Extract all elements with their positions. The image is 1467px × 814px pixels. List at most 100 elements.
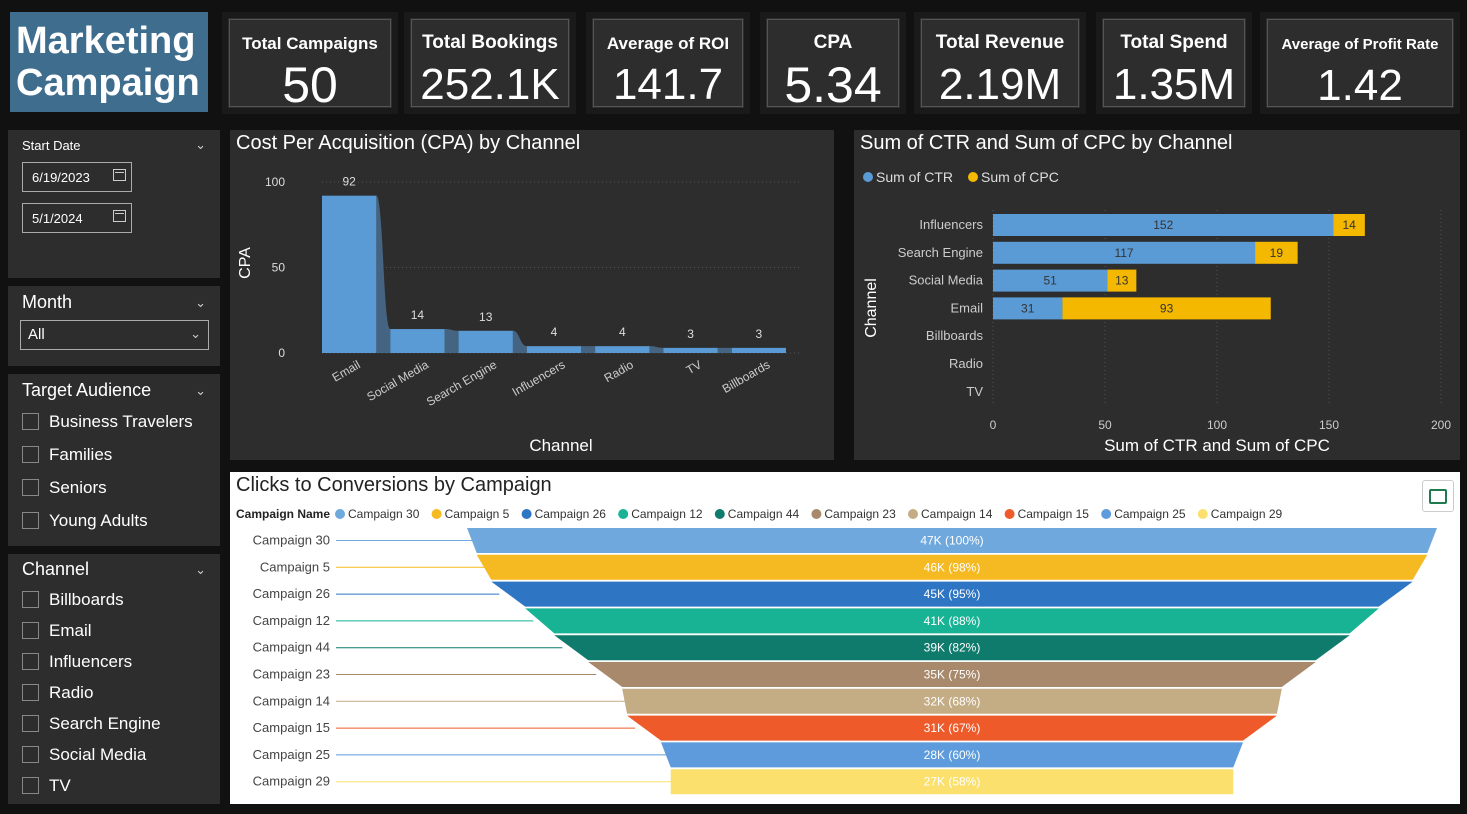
cpa-bar	[322, 195, 377, 353]
legend-label: Campaign 26	[535, 507, 607, 521]
y-tick-label: Radio	[949, 356, 983, 371]
funnel-bar	[670, 769, 1234, 795]
target-audience-label: Target Audience	[22, 380, 152, 400]
funnel-bar	[525, 608, 1379, 634]
channel-option[interactable]: Influencers	[8, 646, 220, 677]
chevron-down-icon: ⌄	[190, 326, 201, 341]
legend-marker	[1004, 509, 1015, 519]
start-date-slicer: Start Date ⌄ 6/19/2023 5/1/2024	[8, 130, 220, 278]
funnel-category-label: Campaign 30	[253, 533, 330, 548]
data-label: 92	[342, 175, 356, 189]
ctr-bar	[993, 241, 1256, 264]
bar-connector	[444, 329, 459, 353]
checkbox[interactable]	[22, 653, 39, 670]
funnel-category-label: Campaign 12	[253, 613, 330, 628]
cpa-bar	[663, 347, 718, 353]
focus-mode-button[interactable]	[1422, 480, 1454, 512]
x-axis-title: Channel	[529, 436, 592, 455]
channel-option[interactable]: Radio	[8, 677, 220, 708]
chevron-down-icon[interactable]: ⌄	[195, 294, 206, 310]
funnel-value-label: 41K (88%)	[924, 614, 981, 628]
kpi-value: 2.19M	[938, 60, 1062, 109]
kpi-label: Average of Profit Rate	[1281, 36, 1439, 53]
channel-option[interactable]: Search Engine	[8, 708, 220, 739]
checkbox[interactable]	[22, 479, 39, 496]
funnel-category-label: Campaign 5	[260, 559, 330, 574]
x-axis-title: Sum of CTR and Sum of CPC	[1104, 436, 1330, 455]
legend: Sum of CTR Sum of CPC	[863, 169, 1059, 185]
funnel-category-label: Campaign 25	[253, 747, 330, 762]
cpc-bar	[1333, 214, 1365, 236]
cpa-bar	[731, 347, 786, 353]
funnel-bar	[467, 528, 1437, 553]
bar-connector	[512, 330, 527, 353]
checkbox[interactable]	[22, 715, 39, 732]
bar-connector	[376, 195, 391, 353]
ctr-bar	[993, 269, 1108, 292]
channel-header[interactable]: Channel ⌄	[8, 554, 220, 584]
kpi-value: 50	[282, 57, 338, 113]
checkbox[interactable]	[22, 684, 39, 701]
comment-icon	[1429, 488, 1447, 504]
funnel-value-label: 27K (58%)	[924, 775, 981, 789]
x-tick-label: 0	[990, 418, 997, 432]
kpi-value: 5.34	[784, 57, 882, 113]
audience-option[interactable]: Families	[8, 438, 220, 471]
calendar-icon[interactable]	[113, 210, 126, 222]
month-header[interactable]: Month ⌄	[8, 286, 220, 317]
ctr-bar	[993, 297, 1063, 320]
channel-option[interactable]: Email	[8, 615, 220, 646]
month-dropdown[interactable]: All ⌄	[20, 320, 209, 350]
start-date-from-input[interactable]: 6/19/2023	[22, 162, 132, 192]
audience-option-label: Seniors	[49, 477, 107, 497]
funnel-value-label: 32K (68%)	[924, 694, 981, 708]
kpi-value: 141.7	[612, 60, 724, 109]
y-axis-title: Channel	[863, 278, 880, 338]
y-tick-label: 100	[265, 175, 285, 189]
x-tick-label: Billboards	[720, 357, 773, 395]
kpi-total-revenue: Total Revenue 2.19M	[914, 12, 1086, 114]
data-label: 14	[411, 308, 425, 322]
kpi-cpa: CPA 5.34	[760, 12, 906, 114]
legend-label: Campaign 29	[1211, 507, 1283, 521]
calendar-icon[interactable]	[113, 169, 126, 181]
audience-option[interactable]: Seniors	[8, 471, 220, 504]
legend-marker	[335, 509, 345, 519]
cpc-bar	[1062, 297, 1271, 320]
checkbox[interactable]	[22, 777, 39, 794]
channel-option-label: Billboards	[49, 589, 124, 609]
legend-label: Campaign 44	[728, 507, 800, 521]
cpa-bar	[458, 330, 513, 353]
y-tick-label: Email	[950, 300, 983, 315]
month-slicer: Month ⌄ All ⌄	[8, 286, 220, 366]
checkbox[interactable]	[22, 512, 39, 529]
funnel-category-label: Campaign 26	[253, 586, 330, 601]
title-line-1: Marketing	[16, 20, 196, 62]
y-axis-title: CPA	[237, 247, 254, 279]
chevron-down-icon[interactable]: ⌄	[195, 382, 206, 398]
checkbox[interactable]	[22, 413, 39, 430]
checkbox[interactable]	[22, 446, 39, 463]
kpi-value: 1.42	[1317, 61, 1403, 110]
channel-option[interactable]: Social Media	[8, 739, 220, 770]
channel-option[interactable]: TV	[8, 770, 220, 801]
channel-option[interactable]: Billboards	[8, 584, 220, 615]
kpi-value: 1.35M	[1112, 60, 1236, 109]
checkbox[interactable]	[22, 746, 39, 763]
audience-option[interactable]: Business Travelers	[8, 405, 220, 438]
start-date-header[interactable]: Start Date ⌄	[8, 130, 220, 160]
funnel-bar	[661, 742, 1243, 768]
target-audience-header[interactable]: Target Audience ⌄	[8, 374, 220, 405]
audience-option[interactable]: Young Adults	[8, 504, 220, 537]
x-tick-label: 150	[1319, 418, 1339, 432]
checkbox[interactable]	[22, 622, 39, 639]
chevron-down-icon[interactable]: ⌄	[195, 137, 206, 152]
funnel-bar	[554, 635, 1350, 661]
legend-label: Campaign 5	[445, 507, 510, 521]
kpi-label: CPA	[813, 32, 853, 53]
checkbox[interactable]	[22, 591, 39, 608]
start-date-to-input[interactable]: 5/1/2024	[22, 203, 132, 233]
x-tick-label: 200	[1431, 418, 1451, 432]
chevron-down-icon[interactable]: ⌄	[195, 561, 206, 577]
kpi-label: Average of ROI	[606, 34, 730, 53]
